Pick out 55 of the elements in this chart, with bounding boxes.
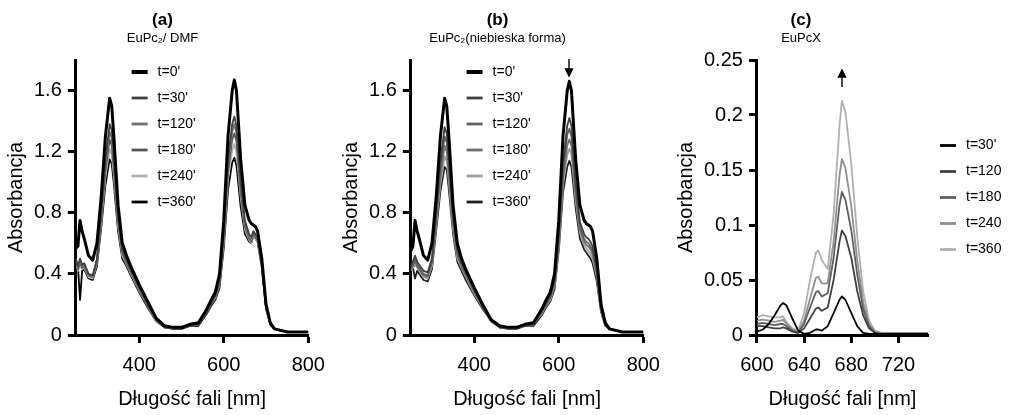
x-tick-label: 640 bbox=[787, 352, 821, 375]
legend-label: t=180 bbox=[966, 188, 1002, 205]
y-axis-title: Absorbancja bbox=[338, 141, 361, 254]
legend-label: t=240 bbox=[966, 214, 1002, 231]
chart-title: (c) bbox=[790, 9, 812, 29]
x-tick-label: 800 bbox=[626, 352, 660, 375]
x-axis-title: Długość fali [nm] bbox=[118, 386, 266, 409]
y-tick-label: 1.2 bbox=[33, 139, 62, 162]
x-tick-label: 400 bbox=[457, 352, 491, 375]
legend-label: t=30' bbox=[157, 88, 188, 105]
legend-label: t=360' bbox=[157, 192, 196, 209]
x-tick-label: 800 bbox=[291, 352, 325, 375]
y-tick-label: 1.6 bbox=[368, 78, 397, 101]
y-tick-label: 0.8 bbox=[368, 200, 397, 223]
chart-title: (a) bbox=[152, 9, 173, 29]
y-tick-label: 1.2 bbox=[368, 139, 397, 162]
y-tick-label: 1.6 bbox=[33, 78, 62, 101]
y-tick-label: 0.15 bbox=[703, 157, 743, 180]
legend-label: t=360 bbox=[966, 240, 1002, 257]
y-tick-label: 0.25 bbox=[703, 47, 743, 70]
x-axis-title: Długość fali [nm] bbox=[453, 386, 601, 409]
x-tick-label: 720 bbox=[881, 352, 916, 375]
y-tick-label: 0 bbox=[731, 322, 743, 345]
legend-label: t=120' bbox=[157, 114, 196, 131]
x-tick-label: 600 bbox=[740, 352, 774, 375]
y-tick-label: 0 bbox=[385, 322, 397, 345]
y-tick-label: 0.2 bbox=[715, 102, 743, 125]
y-tick-label: 0.4 bbox=[33, 261, 62, 284]
chart-subtitle: EuPc₂/ DMF bbox=[126, 29, 199, 45]
y-tick-label: 0.1 bbox=[715, 212, 743, 235]
legend-label: t=240' bbox=[157, 166, 196, 183]
legend-label: t=120 bbox=[966, 162, 1002, 179]
x-tick-label: 400 bbox=[122, 352, 156, 375]
y-tick-label: 0.4 bbox=[368, 261, 397, 284]
y-tick-label: 0 bbox=[50, 322, 62, 345]
y-tick-label: 0.8 bbox=[33, 200, 62, 223]
x-axis-title: Długość fali [nm] bbox=[768, 386, 917, 409]
legend-label: t=120' bbox=[492, 114, 531, 131]
legend-label: t=180' bbox=[492, 140, 531, 157]
legend-label: t=180' bbox=[157, 140, 196, 157]
legend-label: t=0' bbox=[157, 62, 181, 79]
chart-subtitle: EuPcX bbox=[781, 29, 822, 45]
legend-label: t=30' bbox=[966, 136, 997, 153]
x-tick-label: 600 bbox=[207, 352, 241, 375]
y-axis-title: Absorbancja bbox=[673, 141, 696, 254]
chart-subtitle: EuPc₂(niebieska forma) bbox=[429, 29, 566, 45]
legend-label: t=0' bbox=[492, 62, 516, 79]
chart-title: (b) bbox=[486, 9, 509, 29]
y-tick-label: 0.05 bbox=[703, 267, 743, 290]
x-tick-label: 680 bbox=[834, 352, 868, 375]
legend-label: t=240' bbox=[492, 166, 531, 183]
x-tick-label: 600 bbox=[542, 352, 576, 375]
legend-label: t=30' bbox=[492, 88, 523, 105]
y-axis-title: Absorbancja bbox=[3, 141, 26, 254]
legend-label: t=360' bbox=[492, 192, 531, 209]
